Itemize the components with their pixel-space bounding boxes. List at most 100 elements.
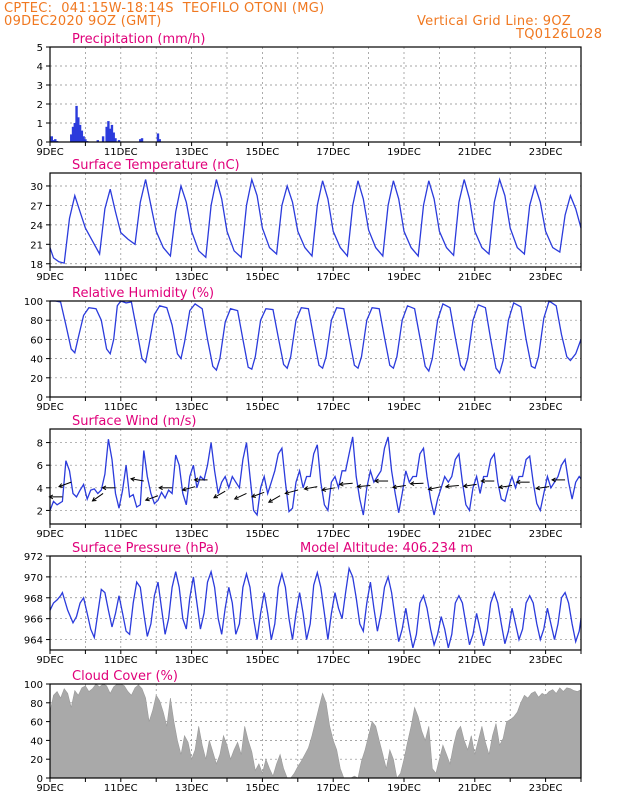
temperature-frame [49, 172, 582, 268]
pressure-xtick-label: 11DEC [104, 655, 138, 666]
pressure-panel [46, 555, 582, 654]
pressure-frame [49, 555, 582, 651]
temperature-ytick-label: 18 [30, 260, 43, 271]
wind-ytick-label: 4 [37, 484, 43, 495]
precipitation-xtick-label: 17DEC [316, 147, 350, 158]
precipitation-xtick-label: 21DEC [458, 147, 492, 158]
wind-barb-shaft [251, 491, 265, 498]
cloud-title: Cloud Cover (%) [72, 669, 178, 684]
wind-panel [46, 428, 582, 528]
temperature-xtick-label: 11DEC [104, 272, 138, 283]
pressure-xtick-label: 17DEC [316, 655, 350, 666]
wind-barb-head [144, 496, 150, 502]
pressure-annotation: Model Altitude: 406.234 m [300, 541, 473, 556]
pressure-ytick-label: 966 [24, 615, 43, 626]
wind-ytick-label: 8 [37, 439, 43, 450]
humidity-xtick-label: 21DEC [458, 402, 492, 413]
precipitation-bar [75, 105, 78, 142]
wind-barb-shaft [268, 495, 281, 503]
wind-barb-head [515, 479, 521, 485]
pressure-ytick-label: 964 [24, 636, 43, 647]
wind-barb-shaft [536, 486, 550, 489]
wind-barb-shaft [428, 486, 442, 490]
wind-xtick-label: 17DEC [316, 529, 350, 540]
wind-barb-head [462, 483, 468, 489]
precipitation-bar [50, 136, 53, 142]
wind-barb-head [58, 483, 64, 488]
temperature-ytick-label: 30 [30, 182, 43, 193]
wind-barb-shaft [182, 486, 196, 491]
precipitation-ytick-label: 2 [37, 100, 43, 111]
cloud-xtick-label: 17DEC [316, 783, 350, 794]
precipitation-bar [110, 124, 114, 142]
cloud-xtick-label: 21DEC [458, 783, 492, 794]
pressure-ytick-label: 968 [24, 594, 43, 605]
wind-xtick-label: 23DEC [529, 529, 563, 540]
wind-barb-head [284, 490, 290, 495]
cloud-xtick-label: 15DEC [246, 783, 280, 794]
humidity-xtick-label: 11DEC [104, 402, 138, 413]
precipitation-xtick-label: 15DEC [246, 147, 280, 158]
cloud-xtick-label: 13DEC [175, 783, 209, 794]
cloud-frame [49, 683, 582, 779]
wind-barb-head [267, 498, 273, 503]
temperature-xtick-label: 13DEC [175, 272, 209, 283]
wind-barb-head [409, 481, 415, 486]
precipitation-bar [96, 140, 99, 142]
wind-xtick-label: 11DEC [104, 529, 138, 540]
wind-barb-head [444, 484, 450, 489]
wind-xtick-label: 19DEC [387, 529, 421, 540]
pressure-xtick-label: 15DEC [246, 655, 280, 666]
precipitation-bar [84, 139, 87, 142]
header-line-1: CPTEC: 041:15W-18:14S TEOFILO OTONI (MG) [4, 1, 325, 16]
precipitation-bar [78, 124, 82, 142]
wind-barb-head [91, 497, 97, 502]
wind-line [49, 436, 582, 517]
wind-barb-head [535, 485, 541, 491]
cloud-cover-area [49, 683, 582, 779]
cloud-xtick-label: 9DEC [36, 783, 63, 794]
precipitation-xtick-label: 11DEC [104, 147, 138, 158]
precipitation-bar [52, 140, 55, 142]
precipitation-bar [117, 140, 121, 142]
vertical-grid-note: Vertical Grid Line: 9OZ [417, 14, 572, 29]
wind-barb-shaft [357, 485, 371, 488]
precipitation-bar [107, 121, 110, 142]
wind-barb-shaft [130, 478, 144, 482]
cloud-ytick-label: 40 [30, 736, 43, 747]
wind-ytick-label: 2 [37, 506, 43, 517]
run-code: TQ0126L028 [516, 27, 603, 42]
humidity-ytick-label: 60 [30, 335, 43, 346]
cloud-ytick-label: 60 [30, 718, 43, 729]
humidity-title: Relative Humidity (%) [72, 286, 214, 301]
wind-barb-shaft [322, 487, 336, 491]
wind-barb-shaft [392, 485, 406, 488]
precipitation-bar [80, 130, 84, 142]
temperature-xtick-label: 15DEC [246, 272, 280, 283]
pressure-xtick-label: 19DEC [387, 655, 421, 666]
header-line-2: 09DEC2020 9OZ (GMT) [4, 14, 162, 29]
wind-barb-head [374, 478, 379, 484]
precipitation-bar [105, 126, 108, 142]
wind-barb-shaft [339, 482, 353, 485]
wind-xtick-label: 21DEC [458, 529, 492, 540]
cloud-ytick-label: 80 [30, 699, 43, 710]
cloud-ytick-label: 20 [30, 755, 43, 766]
wind-barb-head [551, 477, 556, 483]
precipitation-bar [140, 138, 144, 142]
precipitation-ytick-label: 3 [37, 81, 43, 92]
temperature-xtick-label: 9DEC [36, 272, 63, 283]
temperature-ytick-label: 24 [30, 221, 43, 232]
wind-barb-head [480, 478, 486, 484]
wind-barb-head [391, 484, 397, 490]
precipitation-bar [101, 136, 105, 142]
precipitation-ytick-label: 1 [37, 119, 43, 130]
pressure-title: Surface Pressure (hPa) [72, 541, 219, 556]
precipitation-bar [139, 139, 142, 142]
precipitation-panel [46, 46, 582, 146]
precipitation-bar [71, 126, 75, 142]
precipitation-bar [77, 117, 80, 142]
precipitation-xtick-label: 9DEC [36, 147, 63, 158]
wind-barb-head [498, 484, 504, 490]
